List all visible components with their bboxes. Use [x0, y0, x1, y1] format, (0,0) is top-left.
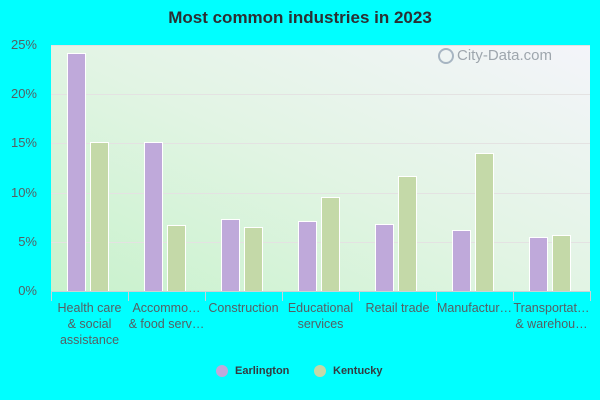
bar-kentucky[interactable] [321, 196, 340, 291]
y-tick-label: 5% [18, 233, 37, 249]
bar-kentucky[interactable] [244, 227, 263, 291]
x-tick [359, 291, 360, 301]
bar-kentucky[interactable] [552, 234, 571, 291]
chart-title: Most common industries in 2023 [168, 8, 432, 27]
x-tick-label: Manufactur… [436, 301, 513, 315]
y-tick-label: 20% [10, 86, 37, 102]
legend-swatch-kentucky [314, 365, 326, 377]
y-tick-label: 25% [10, 37, 37, 52]
y-tick-label: 10% [10, 184, 37, 200]
bar-kentucky[interactable] [167, 225, 186, 291]
legend-item-earlington[interactable]: Earlington [216, 365, 289, 377]
x-tick-label: Transportat… & warehou… [513, 301, 590, 331]
bar-kentucky[interactable] [90, 142, 109, 291]
bar-kentucky[interactable] [398, 175, 417, 291]
x-tick-label: Retail trade [365, 301, 430, 315]
bar-earlington[interactable] [67, 52, 86, 291]
x-tick [51, 291, 52, 301]
bar-earlington[interactable] [144, 142, 163, 291]
legend-label-kentucky: Kentucky [333, 365, 383, 377]
bar-earlington[interactable] [375, 224, 394, 291]
x-tick [282, 291, 283, 301]
y-tick-label: 0% [18, 283, 37, 298]
gridline [51, 192, 590, 194]
x-tick [205, 291, 206, 301]
x-tick-label: Construction [208, 301, 279, 315]
bar-earlington[interactable] [452, 229, 471, 291]
legend-swatch-earlington [216, 365, 228, 377]
legend-item-kentucky[interactable]: Kentucky [314, 365, 383, 377]
watermark: City-Data.com [438, 47, 552, 64]
bar-earlington[interactable] [298, 221, 317, 291]
x-tick [128, 291, 129, 301]
watermark-text: City-Data.com [457, 47, 553, 64]
gridline [51, 45, 590, 46]
gridline [51, 94, 590, 96]
x-tick-label: Accommo… & food serv… [128, 301, 205, 331]
plot-area: City-Data.com [51, 45, 590, 291]
gridline [51, 241, 590, 243]
legend-label-earlington: Earlington [235, 365, 290, 377]
x-axis-line [51, 291, 590, 292]
bar-earlington[interactable] [221, 219, 240, 291]
x-tick-label: Educational services [287, 301, 354, 331]
bar-earlington[interactable] [529, 236, 548, 291]
x-tick [513, 291, 514, 301]
x-tick-label: Health care & social assistance [57, 301, 122, 347]
bar-kentucky[interactable] [475, 153, 494, 291]
x-tick [436, 291, 437, 301]
magnifier-chart-icon [438, 47, 454, 64]
gridline [51, 143, 590, 145]
y-tick-label: 15% [10, 135, 37, 151]
x-tick [590, 291, 591, 301]
